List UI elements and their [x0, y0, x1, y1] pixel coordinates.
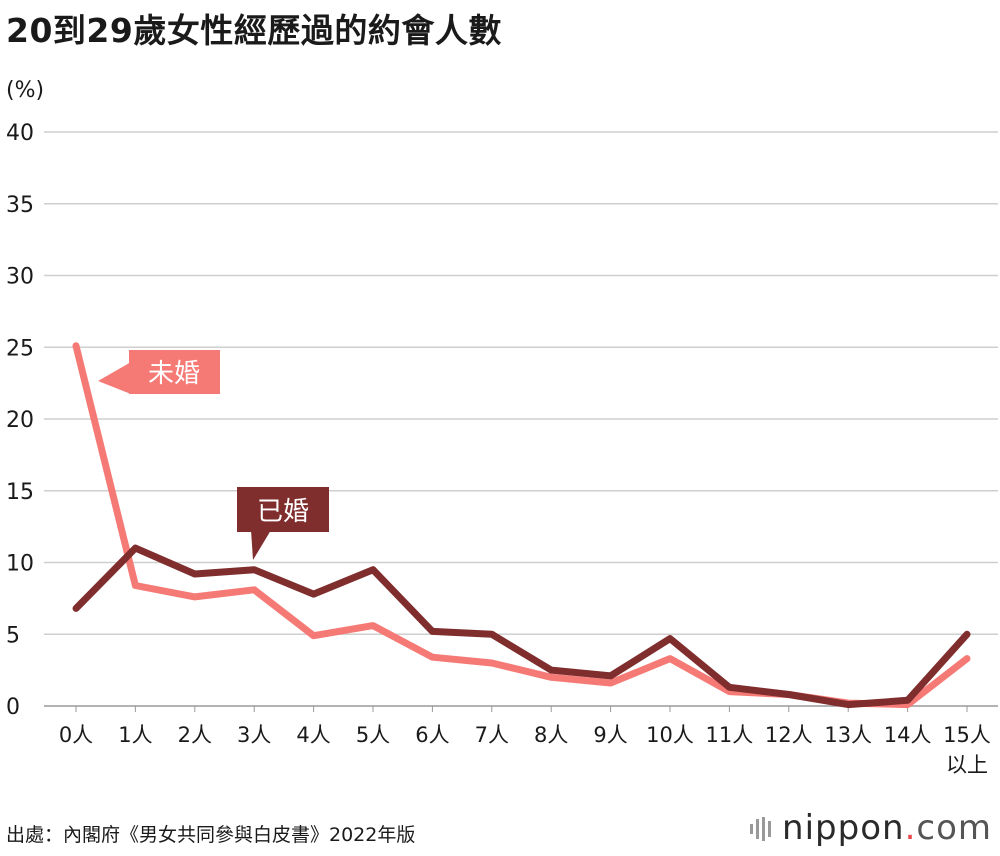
y-tick-label: 20 [6, 408, 34, 433]
brand-name: nippon [782, 808, 905, 848]
x-tick-label: 12人 [765, 723, 813, 747]
x-tick-label: 13人 [824, 723, 872, 747]
x-tick-label: 7人 [475, 723, 509, 747]
y-tick-label: 30 [6, 265, 34, 290]
y-tick-label: 15 [6, 480, 34, 505]
y-tick-label: 40 [6, 121, 34, 146]
chart-title: 20到29歲女性經歷過的約會人數 [6, 11, 502, 50]
nippon-logo-icon [750, 817, 772, 841]
y-tick-label: 35 [6, 193, 34, 218]
y-axis-unit-label: (%) [6, 78, 45, 103]
brand-logo: nippon.com [748, 808, 992, 848]
brand-dot: . [904, 808, 917, 848]
y-tick-label: 5 [6, 623, 20, 648]
x-tick-label: 5人 [356, 723, 390, 747]
x-tick-label: 2人 [178, 723, 212, 747]
x-tick-label: 10人 [646, 723, 694, 747]
x-tick-label: 9人 [593, 723, 627, 747]
series-line-married [72, 544, 971, 709]
x-tick-label: 8人 [534, 723, 568, 747]
x-tick-label: 1人 [118, 723, 152, 747]
series-label-married: 已婚 [257, 497, 309, 527]
x-tick-label: 6人 [415, 723, 449, 747]
series-label-pointer-unmarried [98, 362, 131, 394]
x-tick-label-suffix: 以上 [946, 753, 988, 777]
x-tick-label: 14人 [884, 723, 932, 747]
y-tick-label: 10 [6, 552, 34, 577]
x-tick-label: 11人 [706, 723, 754, 747]
x-tick-label: 4人 [296, 723, 330, 747]
series-label-box-married [237, 487, 329, 532]
series-label-pointer-married [251, 530, 271, 560]
source-note: 出處：內閣府《男女共同參與白皮書》2022年版 [6, 824, 416, 846]
line-chart: 0 5 10 15 20 25 30 35 40 0人 1人 2人 3人 4人 5人 6人 7人 8人 9人 10人… [6, 121, 998, 777]
y-tick-label: 25 [6, 336, 34, 361]
brand-tld: com [916, 808, 992, 848]
x-tick-label: 0人 [59, 723, 93, 747]
series-label-unmarried: 未婚 [148, 359, 200, 389]
x-tick-label: 15人 [943, 723, 991, 747]
x-tick-label: 3人 [237, 723, 271, 747]
series-label-box-unmarried [129, 350, 220, 394]
y-tick-label: 0 [6, 695, 20, 720]
